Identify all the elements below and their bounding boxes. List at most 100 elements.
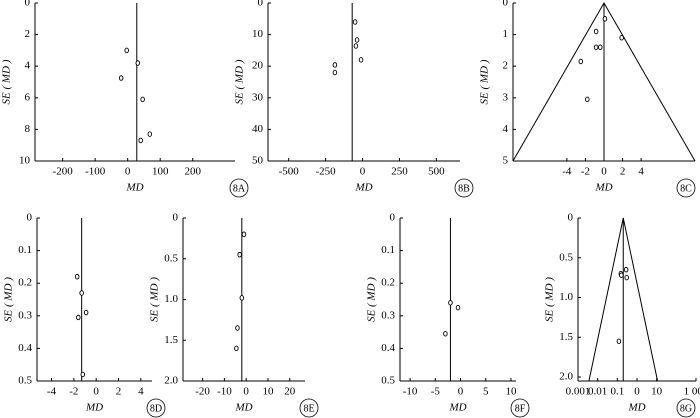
panel-label: 8A xyxy=(233,183,246,194)
funnel xyxy=(512,1,696,162)
y-tick-label: 0.3 xyxy=(381,309,395,321)
study-point xyxy=(443,330,448,337)
study-point xyxy=(241,231,247,238)
x-tick-label: 5 xyxy=(483,386,489,398)
y-tick-label: 0.4 xyxy=(18,342,32,354)
study-point xyxy=(79,290,84,296)
x-tick-label: -4 xyxy=(47,386,57,398)
x-tick-label: 10 xyxy=(505,386,517,398)
study-point xyxy=(353,43,359,49)
x-tick-label: 0 xyxy=(458,386,464,398)
study-point xyxy=(354,37,360,43)
x-tick-label: 10 xyxy=(651,386,663,398)
x-tick-label: -10 xyxy=(403,386,418,398)
y-tick-label: 0 xyxy=(27,212,33,224)
y-tick-label: 2 xyxy=(25,28,31,40)
x-tick-label: -250 xyxy=(316,166,337,178)
study-point xyxy=(455,304,461,311)
funnel xyxy=(588,217,659,382)
y-tick-label: 2.0 xyxy=(559,371,573,383)
study-point xyxy=(76,314,81,321)
y-tick-label: 1.0 xyxy=(164,293,178,305)
panel-label: 8B xyxy=(458,183,470,194)
study-point xyxy=(616,338,622,344)
y-tick-label: 0.5 xyxy=(559,251,573,263)
study-point xyxy=(332,62,338,68)
x-tick-label: 10 xyxy=(262,386,274,398)
study-point xyxy=(593,28,599,35)
y-tick-label: 0.5 xyxy=(164,252,178,264)
study-point xyxy=(624,274,629,281)
x-tick-label: 2 xyxy=(620,166,626,178)
panel-label: 8F xyxy=(515,403,526,414)
study-point xyxy=(74,273,80,280)
y-tick-label: 3 xyxy=(503,91,509,103)
x-tick-label: 0 xyxy=(360,166,366,178)
panel-badge xyxy=(676,178,696,198)
y-axis-label: SE ( MD ) xyxy=(479,59,491,104)
x-tick-label: -2 xyxy=(69,386,78,398)
x-tick-label: -10 xyxy=(217,386,232,398)
x-tick-label: 500 xyxy=(428,166,445,178)
study-point xyxy=(234,345,239,352)
study-point xyxy=(118,75,124,81)
y-tick-label: 0.5 xyxy=(18,375,32,387)
y-axis-label: SE ( MD ) xyxy=(544,277,556,322)
study-point xyxy=(623,266,629,273)
y-tick-label: 0.2 xyxy=(18,277,32,289)
study-point xyxy=(235,325,240,331)
study-point xyxy=(619,272,624,278)
study-point xyxy=(358,57,364,63)
x-tick-label: 0 xyxy=(634,386,640,398)
x-tick-label: 0 xyxy=(93,386,99,398)
y-tick-label: 0.3 xyxy=(18,309,32,321)
x-tick-label: 4 xyxy=(638,166,644,178)
panel-badge xyxy=(299,398,319,418)
x-tick-label: 0.001 xyxy=(566,386,591,398)
study-point xyxy=(578,58,584,65)
panel-badge xyxy=(229,178,249,198)
y-tick-label: 0 xyxy=(503,0,509,9)
y-tick-label: 1.5 xyxy=(559,331,573,343)
y-tick-label: 50 xyxy=(252,155,264,167)
x-tick-label: 1 000 xyxy=(684,386,700,398)
y-axis-label: SE ( MD ) xyxy=(1,59,13,104)
x-tick-label: -2 xyxy=(581,166,590,178)
y-tick-label: 0 xyxy=(568,212,574,224)
y-tick-label: 6 xyxy=(25,91,31,103)
study-point xyxy=(332,69,338,76)
study-point xyxy=(602,16,608,22)
x-axis-label: MD xyxy=(125,182,143,194)
x-axis-label: MD xyxy=(448,402,466,414)
x-tick-label: 0 xyxy=(125,166,131,178)
y-tick-label: 40 xyxy=(252,123,264,135)
x-tick-label: -4 xyxy=(562,166,572,178)
panel-label: 8D xyxy=(150,403,162,414)
x-axis-label: MD xyxy=(234,402,252,414)
y-tick-label: 30 xyxy=(252,91,264,103)
y-tick-label: 0 xyxy=(258,0,264,9)
study-point xyxy=(237,251,242,258)
study-point xyxy=(124,47,129,54)
y-tick-label: 0.4 xyxy=(381,342,395,354)
study-point xyxy=(135,60,141,66)
study-point xyxy=(593,44,599,50)
y-tick-label: 10 xyxy=(252,28,264,40)
y-tick-label: 0 xyxy=(25,0,31,9)
x-tick-label: 0 xyxy=(243,386,249,398)
study-point xyxy=(585,96,590,103)
panel-badge xyxy=(146,398,166,418)
study-point xyxy=(80,371,86,378)
y-tick-label: 1.0 xyxy=(559,291,573,303)
y-tick-label: 2.0 xyxy=(164,375,178,387)
y-axis-label: SE ( MD ) xyxy=(149,277,161,322)
y-tick-label: 0.1 xyxy=(381,244,395,256)
study-point xyxy=(239,295,245,301)
panel-badge xyxy=(454,178,474,198)
y-tick-label: 4 xyxy=(25,60,31,72)
x-tick-label: -5 xyxy=(431,386,441,398)
panel-badge xyxy=(676,398,696,418)
x-tick-label: 0.1 xyxy=(610,386,624,398)
y-tick-label: 8 xyxy=(25,123,31,135)
